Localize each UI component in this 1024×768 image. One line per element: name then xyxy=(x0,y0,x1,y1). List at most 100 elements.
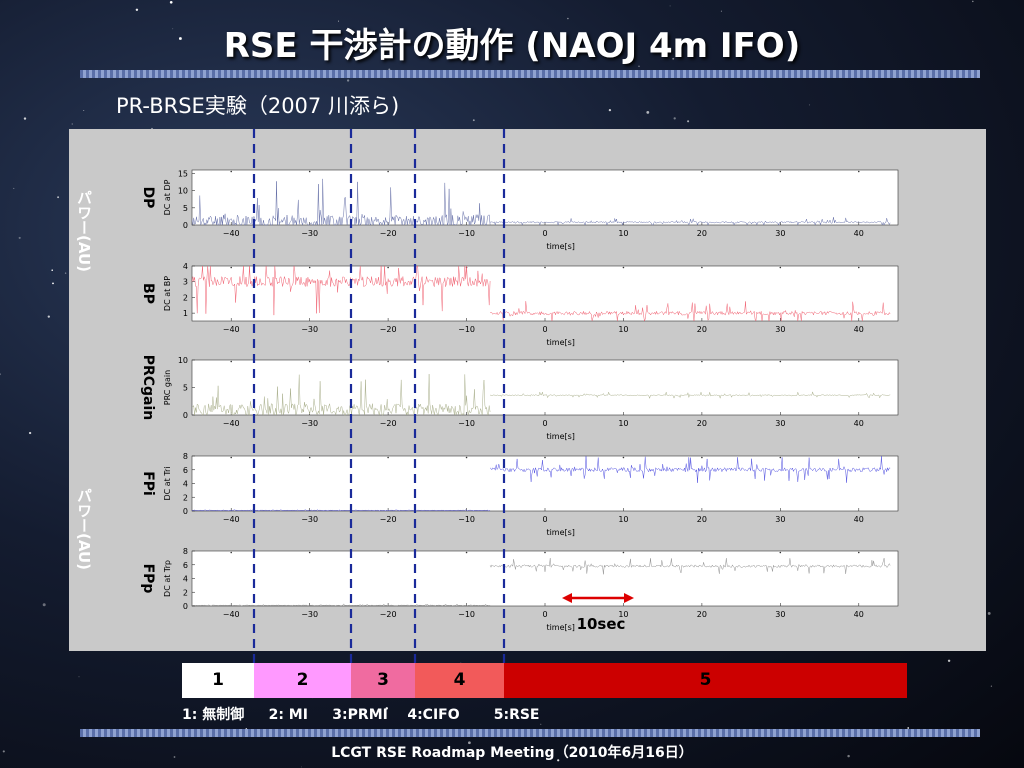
star xyxy=(505,39,507,41)
star xyxy=(472,119,475,122)
x-tick-top xyxy=(544,170,546,173)
y-tick-label: 6 xyxy=(183,466,188,475)
y-tick-label: 10 xyxy=(178,356,188,365)
plot-area xyxy=(191,359,899,416)
star xyxy=(608,108,612,112)
star xyxy=(245,727,247,730)
star xyxy=(669,5,671,7)
star xyxy=(672,57,675,60)
star xyxy=(51,269,53,271)
x-tick-top xyxy=(230,266,233,269)
plot-area xyxy=(191,550,899,607)
star xyxy=(673,117,676,120)
x-tick-label: 0 xyxy=(542,419,547,428)
y-tick-label: 15 xyxy=(178,169,188,178)
y-tick-label: 4 xyxy=(183,480,188,489)
x-tick-label: 20 xyxy=(697,610,707,619)
star xyxy=(338,20,339,22)
star xyxy=(0,373,1,376)
y-tick-label: 5 xyxy=(183,384,188,393)
x-tick-top xyxy=(544,456,546,459)
x-tick-top xyxy=(230,360,233,363)
star xyxy=(847,754,850,758)
x-tick-top xyxy=(701,551,703,554)
y-tick-label: 0 xyxy=(183,221,188,230)
duration-arrow-head-left xyxy=(562,593,572,603)
star xyxy=(947,659,951,663)
signal-trace xyxy=(489,390,891,400)
x-axis-label: time[s] xyxy=(546,432,574,441)
signal-name-label: FPp xyxy=(140,564,156,594)
y-tick-label: 4 xyxy=(183,262,188,271)
x-tick-label: −10 xyxy=(458,419,475,428)
x-tick-label: 40 xyxy=(854,419,864,428)
star xyxy=(557,759,560,762)
x-tick-label: −20 xyxy=(380,515,397,524)
star xyxy=(13,187,15,189)
phase-box-1: 1 xyxy=(182,663,254,698)
x-tick-top xyxy=(465,551,468,554)
signal-trace xyxy=(489,456,891,483)
x-tick-top xyxy=(465,456,468,459)
star xyxy=(83,109,85,112)
x-tick-label: −10 xyxy=(458,325,475,334)
x-tick-top xyxy=(387,360,389,363)
x-tick-top xyxy=(857,170,860,173)
star xyxy=(907,727,910,729)
signal-trace xyxy=(191,265,491,316)
plot-area xyxy=(191,455,899,512)
title-divider-band xyxy=(80,70,980,78)
star xyxy=(52,282,54,285)
x-tick-label: −30 xyxy=(301,229,318,238)
x-tick-label: 30 xyxy=(775,325,785,334)
star xyxy=(78,676,80,678)
star xyxy=(42,603,46,607)
x-tick-top xyxy=(779,551,782,554)
x-tick-top xyxy=(779,266,782,269)
x-tick-label: 10 xyxy=(618,515,628,524)
x-tick-label: 30 xyxy=(775,610,785,619)
signal-trace xyxy=(191,603,491,607)
star xyxy=(646,111,650,114)
x-tick-top xyxy=(701,266,703,269)
x-tick-top xyxy=(779,360,782,363)
phase-box-2: 2 xyxy=(254,663,351,698)
x-tick-label: −40 xyxy=(223,515,240,524)
x-tick-label: −30 xyxy=(301,610,318,619)
x-tick-label: 0 xyxy=(542,515,547,524)
x-tick-top xyxy=(387,456,389,459)
star xyxy=(385,707,389,710)
x-tick-label: 40 xyxy=(854,229,864,238)
plot-area xyxy=(191,169,899,226)
y-tick-label: 8 xyxy=(183,452,188,461)
star xyxy=(540,723,542,725)
y-tick-label: 4 xyxy=(183,575,188,584)
star xyxy=(57,196,60,199)
x-tick-label: 10 xyxy=(618,325,628,334)
x-tick-label: −20 xyxy=(380,419,397,428)
x-tick-top xyxy=(622,551,625,554)
star xyxy=(687,120,690,123)
x-tick-top xyxy=(308,551,311,554)
y-tick-label: 6 xyxy=(183,561,188,570)
x-tick-label: 20 xyxy=(697,515,707,524)
signal-trace xyxy=(489,301,891,322)
x-tick-top xyxy=(544,551,546,554)
x-tick-top xyxy=(622,360,625,363)
y-axis-label: DC at Tri xyxy=(163,466,172,500)
phase-box-5: 5 xyxy=(504,663,907,698)
star xyxy=(2,750,5,753)
signal-trace xyxy=(191,178,491,226)
x-tick-top xyxy=(857,266,860,269)
star xyxy=(173,756,176,758)
x-tick-top xyxy=(701,360,703,363)
x-tick-label: 10 xyxy=(618,419,628,428)
power-axis-label-top: パワー(AU) xyxy=(75,190,93,273)
x-tick-label: −30 xyxy=(301,515,318,524)
x-tick-top xyxy=(230,551,233,554)
x-axis-label: time[s] xyxy=(546,623,574,632)
x-tick-label: −20 xyxy=(380,229,397,238)
x-tick-label: 30 xyxy=(775,515,785,524)
star xyxy=(135,8,139,12)
